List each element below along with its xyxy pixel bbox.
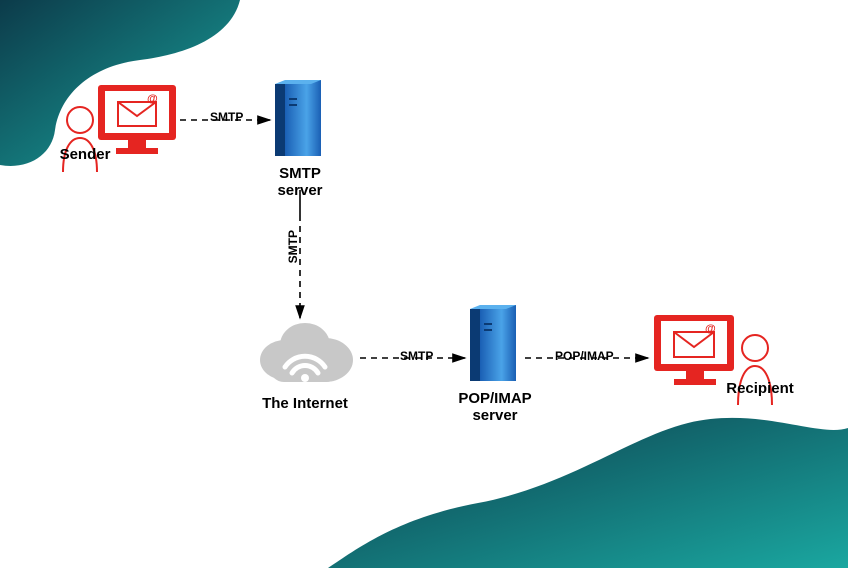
node-internet: The Internet — [250, 315, 360, 412]
server-icon — [470, 305, 520, 385]
edge-label-e1: SMTP — [210, 110, 243, 124]
popimap-server-label: POP/IMAPserver — [445, 390, 545, 425]
edge-label-e3: SMTP — [400, 349, 433, 363]
smtp-server-label: SMTPserver — [260, 165, 340, 200]
smtp-server-label-line1: SMTPserver — [277, 165, 322, 199]
node-popimap-server: POP/IMAPserver — [470, 305, 530, 425]
node-recipient: @ Recipient — [650, 310, 780, 415]
popimap-server-label-text: POP/IMAPserver — [458, 390, 531, 424]
svg-text:@: @ — [147, 93, 158, 105]
cloud-icon — [250, 315, 360, 390]
recipient-label: Recipient — [725, 380, 795, 397]
diagram-stage: SMTP SMTP SMTP POP/IMAP @ Sender — [0, 0, 848, 568]
edge-label-e2: SMTP — [286, 230, 300, 263]
internet-label: The Internet — [250, 395, 360, 412]
node-smtp-server: SMTPserver — [275, 80, 335, 200]
node-sender: @ Sender — [60, 80, 180, 180]
server-icon — [275, 80, 325, 160]
sender-label: Sender — [55, 146, 115, 163]
svg-text:@: @ — [705, 323, 716, 335]
edge-label-e4: POP/IMAP — [555, 349, 614, 363]
